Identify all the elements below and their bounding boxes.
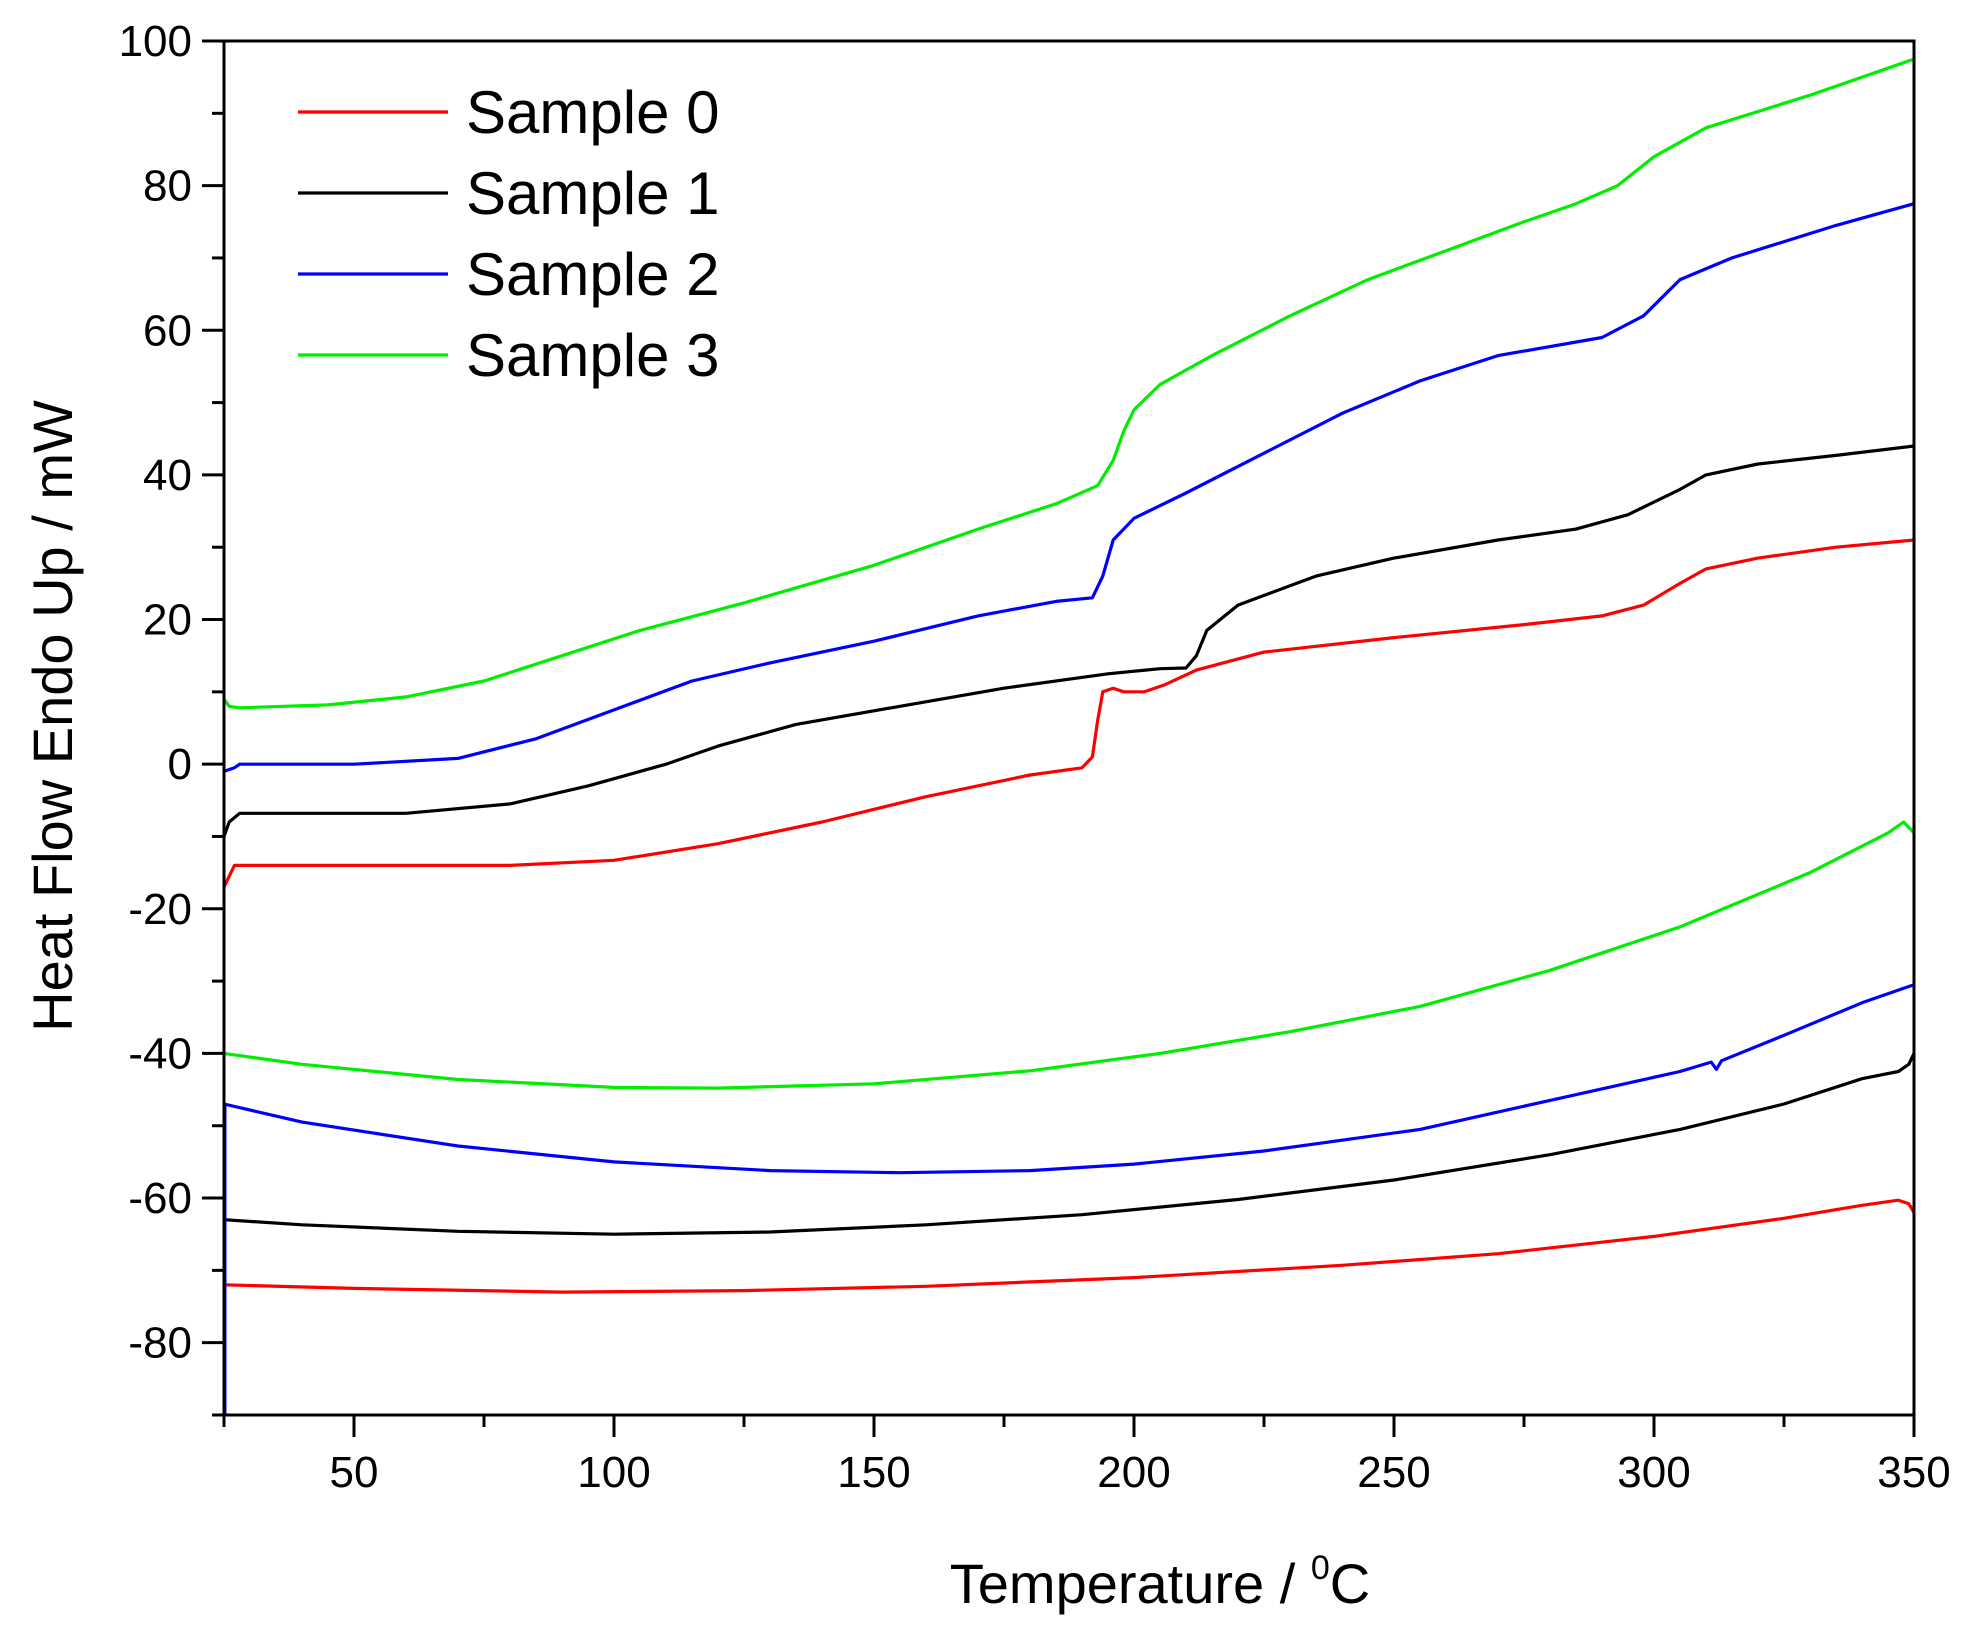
plot-frame [222, 39, 1916, 1417]
legend-label-sample-3: Sample 3 [466, 322, 719, 389]
series-line-sample-2-heating [223, 202, 1915, 773]
series-layer [222, 57, 1916, 1415]
x-axis-title-superscript: 0 [1311, 1549, 1330, 1587]
series-line-sample-0-cooling [223, 1198, 1916, 1294]
legend-label-sample-0: Sample 0 [466, 79, 719, 146]
y-tick-label: -20 [128, 885, 192, 934]
y-tick-label: 80 [143, 162, 192, 211]
series-line-sample-0-heating [222, 538, 1915, 888]
y-tick-label: 40 [143, 451, 192, 500]
x-axis-title-text: Temperature / [950, 1552, 1311, 1615]
legend-label-sample-2: Sample 2 [466, 241, 719, 308]
series-line-sample-1-heating [222, 444, 1915, 838]
x-tick-label: 350 [1877, 1448, 1950, 1497]
y-tick-label: 100 [119, 17, 192, 66]
x-axis-title-unit: C [1330, 1552, 1370, 1615]
x-tick-label: 250 [1357, 1448, 1430, 1497]
y-tick-label: 20 [143, 596, 192, 645]
y-tick-label: 0 [168, 740, 192, 789]
series-line-sample-3-cooling [223, 820, 1916, 1090]
y-tick-label: -40 [128, 1029, 192, 1078]
x-tick-label: 100 [577, 1448, 650, 1497]
legend: Sample 0 Sample 1 Sample 2 Sample 3 [298, 79, 719, 389]
x-tick-label: 50 [330, 1448, 379, 1497]
series-line-sample-1-cooling [223, 1052, 1916, 1236]
y-tick-label: -60 [128, 1174, 192, 1223]
x-tick-label: 300 [1617, 1448, 1690, 1497]
y-axis-title: Heat Flow Endo Up / mW [21, 400, 84, 1032]
x-tick-label: 150 [837, 1448, 910, 1497]
series-line-sample-3-heating [222, 57, 1915, 710]
series-line-sample-2-cooling [223, 983, 1915, 1175]
x-axis-title: Temperature / 0C [950, 1549, 1370, 1615]
legend-label-sample-1: Sample 1 [466, 160, 719, 227]
y-tick-label: -80 [128, 1319, 192, 1368]
ticks-layer [202, 39, 1916, 1437]
y-tick-label: 60 [143, 306, 192, 355]
x-tick-label: 200 [1097, 1448, 1170, 1497]
